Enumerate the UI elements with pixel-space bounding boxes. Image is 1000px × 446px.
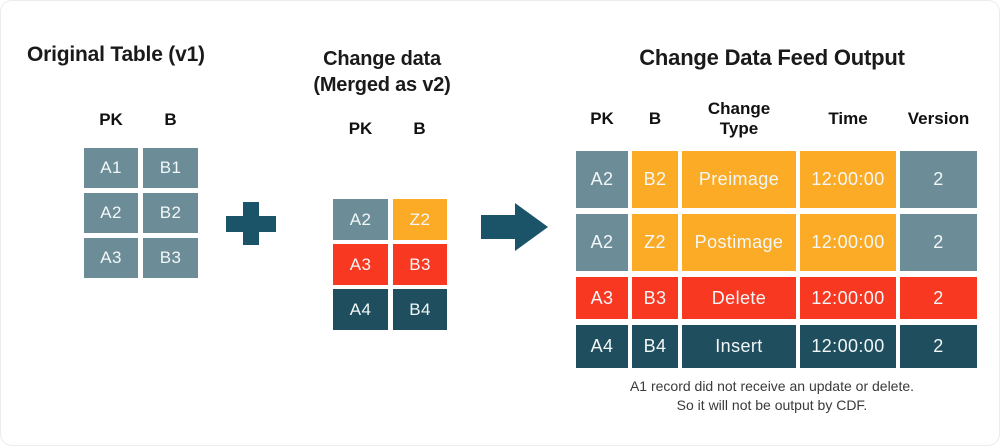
table-cell: A2: [333, 199, 388, 240]
table-cell: B4: [632, 325, 678, 368]
cdf-caption-line1: A1 record did not receive an update or d…: [629, 378, 915, 394]
table-cell: B3: [393, 244, 447, 285]
table-cell: Delete: [682, 277, 796, 319]
table-cell: 2: [900, 214, 977, 271]
table-cell: Postimage: [682, 214, 796, 271]
cdf-column-header-pk: PK: [590, 108, 614, 128]
original-column-header-pk: PK: [99, 109, 123, 129]
table-cell: B4: [393, 289, 447, 330]
cdf-output-table: A2 B2 Preimage 12:00:00 2 A2 Z2 Postimag…: [576, 151, 977, 368]
table-cell: Preimage: [682, 151, 796, 208]
cdf-column-header-version: Version: [907, 108, 970, 128]
table-cell: Z2: [393, 199, 447, 240]
cdf-column-header-b: B: [648, 108, 662, 128]
table-cell: 2: [900, 151, 977, 208]
table-cell: 12:00:00: [800, 325, 896, 368]
change-data-title: Change data (Merged as v2): [282, 46, 482, 98]
table-cell: B3: [632, 277, 678, 319]
table-cell: A4: [333, 289, 388, 330]
table-cell: 2: [900, 277, 977, 319]
table-cell: Z2: [632, 214, 678, 271]
original-table: A1 B1 A2 B2 A3 B3: [84, 148, 198, 278]
original-column-header-b: B: [164, 109, 177, 129]
cdf-column-header-change-type: Change Type: [707, 98, 771, 138]
table-cell: Insert: [682, 325, 796, 368]
table-cell: B1: [143, 148, 198, 188]
plus-icon: [226, 202, 276, 245]
table-cell: A3: [333, 244, 388, 285]
original-table-title: Original Table (v1): [27, 43, 205, 66]
cdf-column-header-time: Time: [828, 108, 868, 128]
table-cell: A2: [84, 193, 138, 233]
table-cell: A2: [576, 151, 628, 208]
table-cell: B2: [632, 151, 678, 208]
table-cell: A2: [576, 214, 628, 271]
table-cell: 2: [900, 325, 977, 368]
change-data-column-header-pk: PK: [348, 118, 373, 138]
change-data-table: A2 Z2 A3 B3 A4 B4: [333, 199, 447, 330]
table-cell: B2: [143, 193, 198, 233]
table-cell: A4: [576, 325, 628, 368]
cdf-caption: A1 record did not receive an update or d…: [566, 377, 978, 415]
change-data-title-line1: Change data: [323, 48, 441, 70]
cdf-output-title: Change Data Feed Output: [639, 45, 905, 70]
table-cell: 12:00:00: [800, 151, 896, 208]
arrow-right-icon: [481, 203, 548, 251]
cdf-caption-line2: So it will not be output by CDF.: [676, 397, 868, 413]
table-cell: A3: [84, 238, 138, 278]
table-cell: A3: [576, 277, 628, 319]
table-cell: B3: [143, 238, 198, 278]
table-cell: 12:00:00: [800, 214, 896, 271]
table-cell: 12:00:00: [800, 277, 896, 319]
change-data-title-line2: (Merged as v2): [313, 74, 451, 96]
table-cell: A1: [84, 148, 138, 188]
change-data-column-header-b: B: [413, 118, 426, 138]
